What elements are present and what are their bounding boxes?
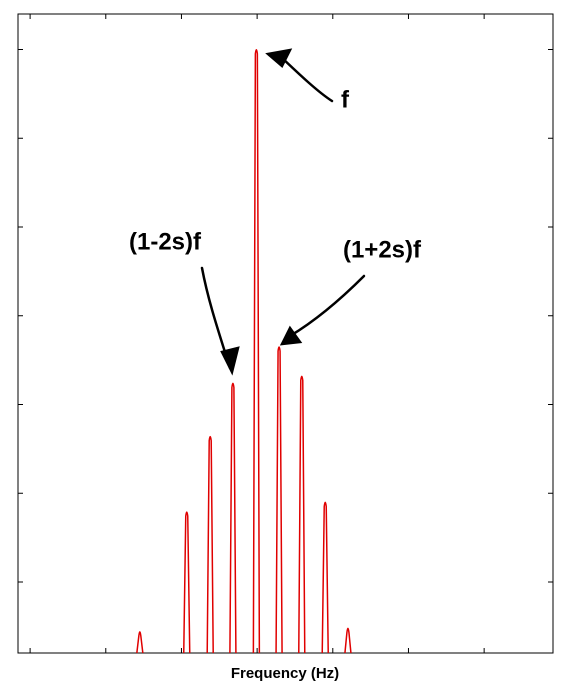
spectral-peak bbox=[252, 48, 261, 654]
arrow bbox=[288, 274, 366, 338]
spectral-peak bbox=[229, 382, 237, 654]
plot-frame bbox=[17, 13, 554, 654]
spectral-peak bbox=[321, 501, 329, 654]
spectral-peak bbox=[344, 627, 352, 654]
spectral-peak bbox=[136, 631, 144, 654]
arrowhead bbox=[279, 325, 303, 346]
arrowhead bbox=[220, 346, 240, 376]
spectral-peak bbox=[298, 375, 306, 654]
annotation: (1+2s)f bbox=[343, 236, 422, 263]
spectral-peak bbox=[206, 435, 214, 654]
arrow bbox=[278, 54, 334, 103]
spectral-peak bbox=[182, 511, 191, 654]
x-axis-label: Frequency (Hz) bbox=[231, 665, 339, 682]
annotation: f bbox=[341, 86, 350, 113]
arrowhead bbox=[265, 48, 293, 68]
arrows bbox=[200, 48, 366, 376]
annotation: (1-2s)f bbox=[129, 228, 202, 255]
spectral-peak bbox=[275, 346, 283, 654]
